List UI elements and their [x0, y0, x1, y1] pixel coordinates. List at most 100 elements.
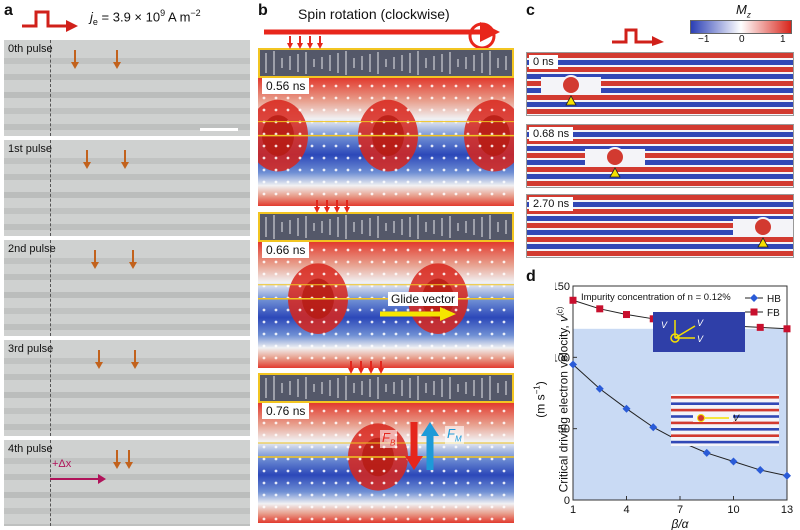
- panel-a-label: a: [4, 2, 13, 19]
- critical-velocity-chart: 0 50 100 150 1 4 7 10 13 β/α Impurity concentratio…: [555, 281, 793, 530]
- inset-stripe: [671, 396, 779, 399]
- colorbar: [690, 20, 792, 34]
- glide-vector-label: Glide vector: [388, 292, 459, 306]
- spin-rotation-title: Spin rotation (clockwise): [298, 6, 450, 22]
- data-point-fb: [569, 296, 577, 304]
- snapshot-time: 0.68 ns: [529, 127, 574, 141]
- domain-wall-arrow: [131, 350, 139, 369]
- domain-wall-arrow: [125, 450, 133, 469]
- glide-vector-arrow: [380, 307, 456, 321]
- skyrmion-snapshot: 0 ns: [526, 52, 794, 116]
- domain-wall-arrow: [95, 350, 103, 369]
- pulse-frame-label: 2nd pulse: [8, 243, 56, 255]
- data-point-fb: [596, 305, 604, 313]
- spin-texture-snapshot: [258, 242, 514, 368]
- spin-strip: [258, 373, 514, 403]
- force-b-arrow: [405, 422, 423, 470]
- pulse-frame-label: 1st pulse: [8, 143, 53, 155]
- inset-skyrmion: [697, 414, 705, 422]
- snapshot-time: 0.56 ns: [262, 78, 310, 94]
- colorbar-tick-neg1: −1: [698, 34, 710, 45]
- panel-c-label: c: [526, 2, 535, 19]
- delta-x-arrow: [50, 474, 106, 484]
- current-arrows: [314, 200, 350, 213]
- legend-marker-hb: [750, 294, 758, 302]
- x-tick-label: 10: [727, 504, 739, 516]
- inset-vector: [674, 325, 696, 339]
- domain-wall-arrow: [71, 50, 79, 69]
- inset-velocity-diagram: [653, 312, 745, 352]
- colorbar-tick-1: 1: [780, 34, 786, 45]
- snapshot-time: 0.76 ns: [262, 403, 310, 419]
- colorbar-title: Mz: [736, 2, 751, 20]
- legend-label: HB: [767, 294, 781, 305]
- legend-label: FB: [767, 308, 780, 319]
- force-b-label: FB: [380, 430, 398, 448]
- spin-strip: [258, 48, 514, 78]
- inset-v-label: V: [697, 318, 704, 328]
- domain-wall-arrow: [91, 250, 99, 269]
- pulse-frame: 2nd pulse: [4, 240, 250, 336]
- snapshot-time: 2.70 ns: [529, 197, 574, 211]
- data-point-hb: [756, 466, 765, 475]
- force-m-arrow: [421, 422, 439, 470]
- panel-b-label: b: [258, 2, 268, 19]
- domain-wall-arrow: [113, 50, 121, 69]
- data-point-hb: [783, 471, 791, 480]
- spin-strip: [258, 212, 514, 242]
- data-point-hb: [569, 360, 577, 369]
- data-point-fb: [756, 323, 764, 331]
- spin-texture-snapshot: [258, 403, 514, 523]
- inset-stripe: [671, 421, 779, 425]
- data-point-hb: [649, 423, 658, 432]
- current-arrows: [348, 361, 384, 374]
- pulse-frame-label: 0th pulse: [8, 43, 53, 55]
- data-point-fb: [783, 325, 791, 333]
- x-tick-label: 13: [781, 504, 793, 516]
- pulse-icon-c: [612, 28, 664, 46]
- y-axis-unit: (m s−1): [532, 381, 548, 418]
- pulse-frame: 0th pulse: [4, 40, 250, 136]
- data-point-hb: [595, 384, 604, 393]
- current-density-label: je = 3.9 × 109 A m−2: [90, 8, 201, 27]
- impurity-annotation: Impurity concentration of n = 0.12%: [581, 292, 731, 303]
- inset-v-label: V: [697, 334, 704, 344]
- snapshot-time: 0 ns: [529, 55, 558, 69]
- legend-marker-fb: [750, 308, 758, 316]
- data-point-hb: [702, 448, 711, 457]
- inset-v-label: V: [661, 320, 668, 330]
- domain-wall-arrow: [129, 250, 137, 269]
- y-tick-label: 100: [555, 352, 570, 364]
- pulse-frame-label: 3rd pulse: [8, 343, 54, 355]
- pulse-frame-label: 4th pulse: [8, 443, 53, 455]
- domain-wall-arrow: [121, 150, 129, 169]
- inset-stripe: [671, 408, 779, 412]
- inset-v-label: V: [733, 413, 740, 423]
- spin-texture-snapshot: [258, 78, 514, 206]
- scale-bar: [200, 128, 238, 131]
- inset-stripe: [671, 428, 779, 431]
- x-tick-label: 4: [623, 504, 629, 516]
- data-point-fb: [623, 311, 630, 319]
- x-tick-label: 1: [570, 504, 576, 516]
- domain-wall-arrow: [83, 150, 91, 169]
- skyrmion-snapshot: 0.68 ns: [526, 124, 794, 188]
- y-tick-label: 0: [564, 495, 570, 507]
- domain-wall-arrow: [113, 450, 121, 469]
- data-point-hb: [622, 404, 631, 413]
- inset-stripe: [671, 402, 779, 405]
- delta-x-label: +Δx: [52, 458, 72, 470]
- skyrmion-snapshot: 2.70 ns: [526, 194, 794, 258]
- inset-stripe: [671, 440, 779, 444]
- panel-d-label: d: [526, 268, 536, 285]
- data-point-hb: [729, 457, 738, 466]
- x-tick-label: 7: [677, 504, 683, 516]
- snapshot-time: 0.66 ns: [262, 242, 310, 258]
- colorbar-tick-0: 0: [739, 34, 745, 45]
- pulse-frame: 3rd pulse: [4, 340, 250, 436]
- y-tick-label: 150: [555, 281, 570, 293]
- pulse-frame: 1st pulse: [4, 140, 250, 236]
- pulse-icon: [22, 10, 78, 32]
- pulse-frame: 4th pulse: [4, 440, 250, 526]
- force-m-label: FM: [445, 426, 464, 444]
